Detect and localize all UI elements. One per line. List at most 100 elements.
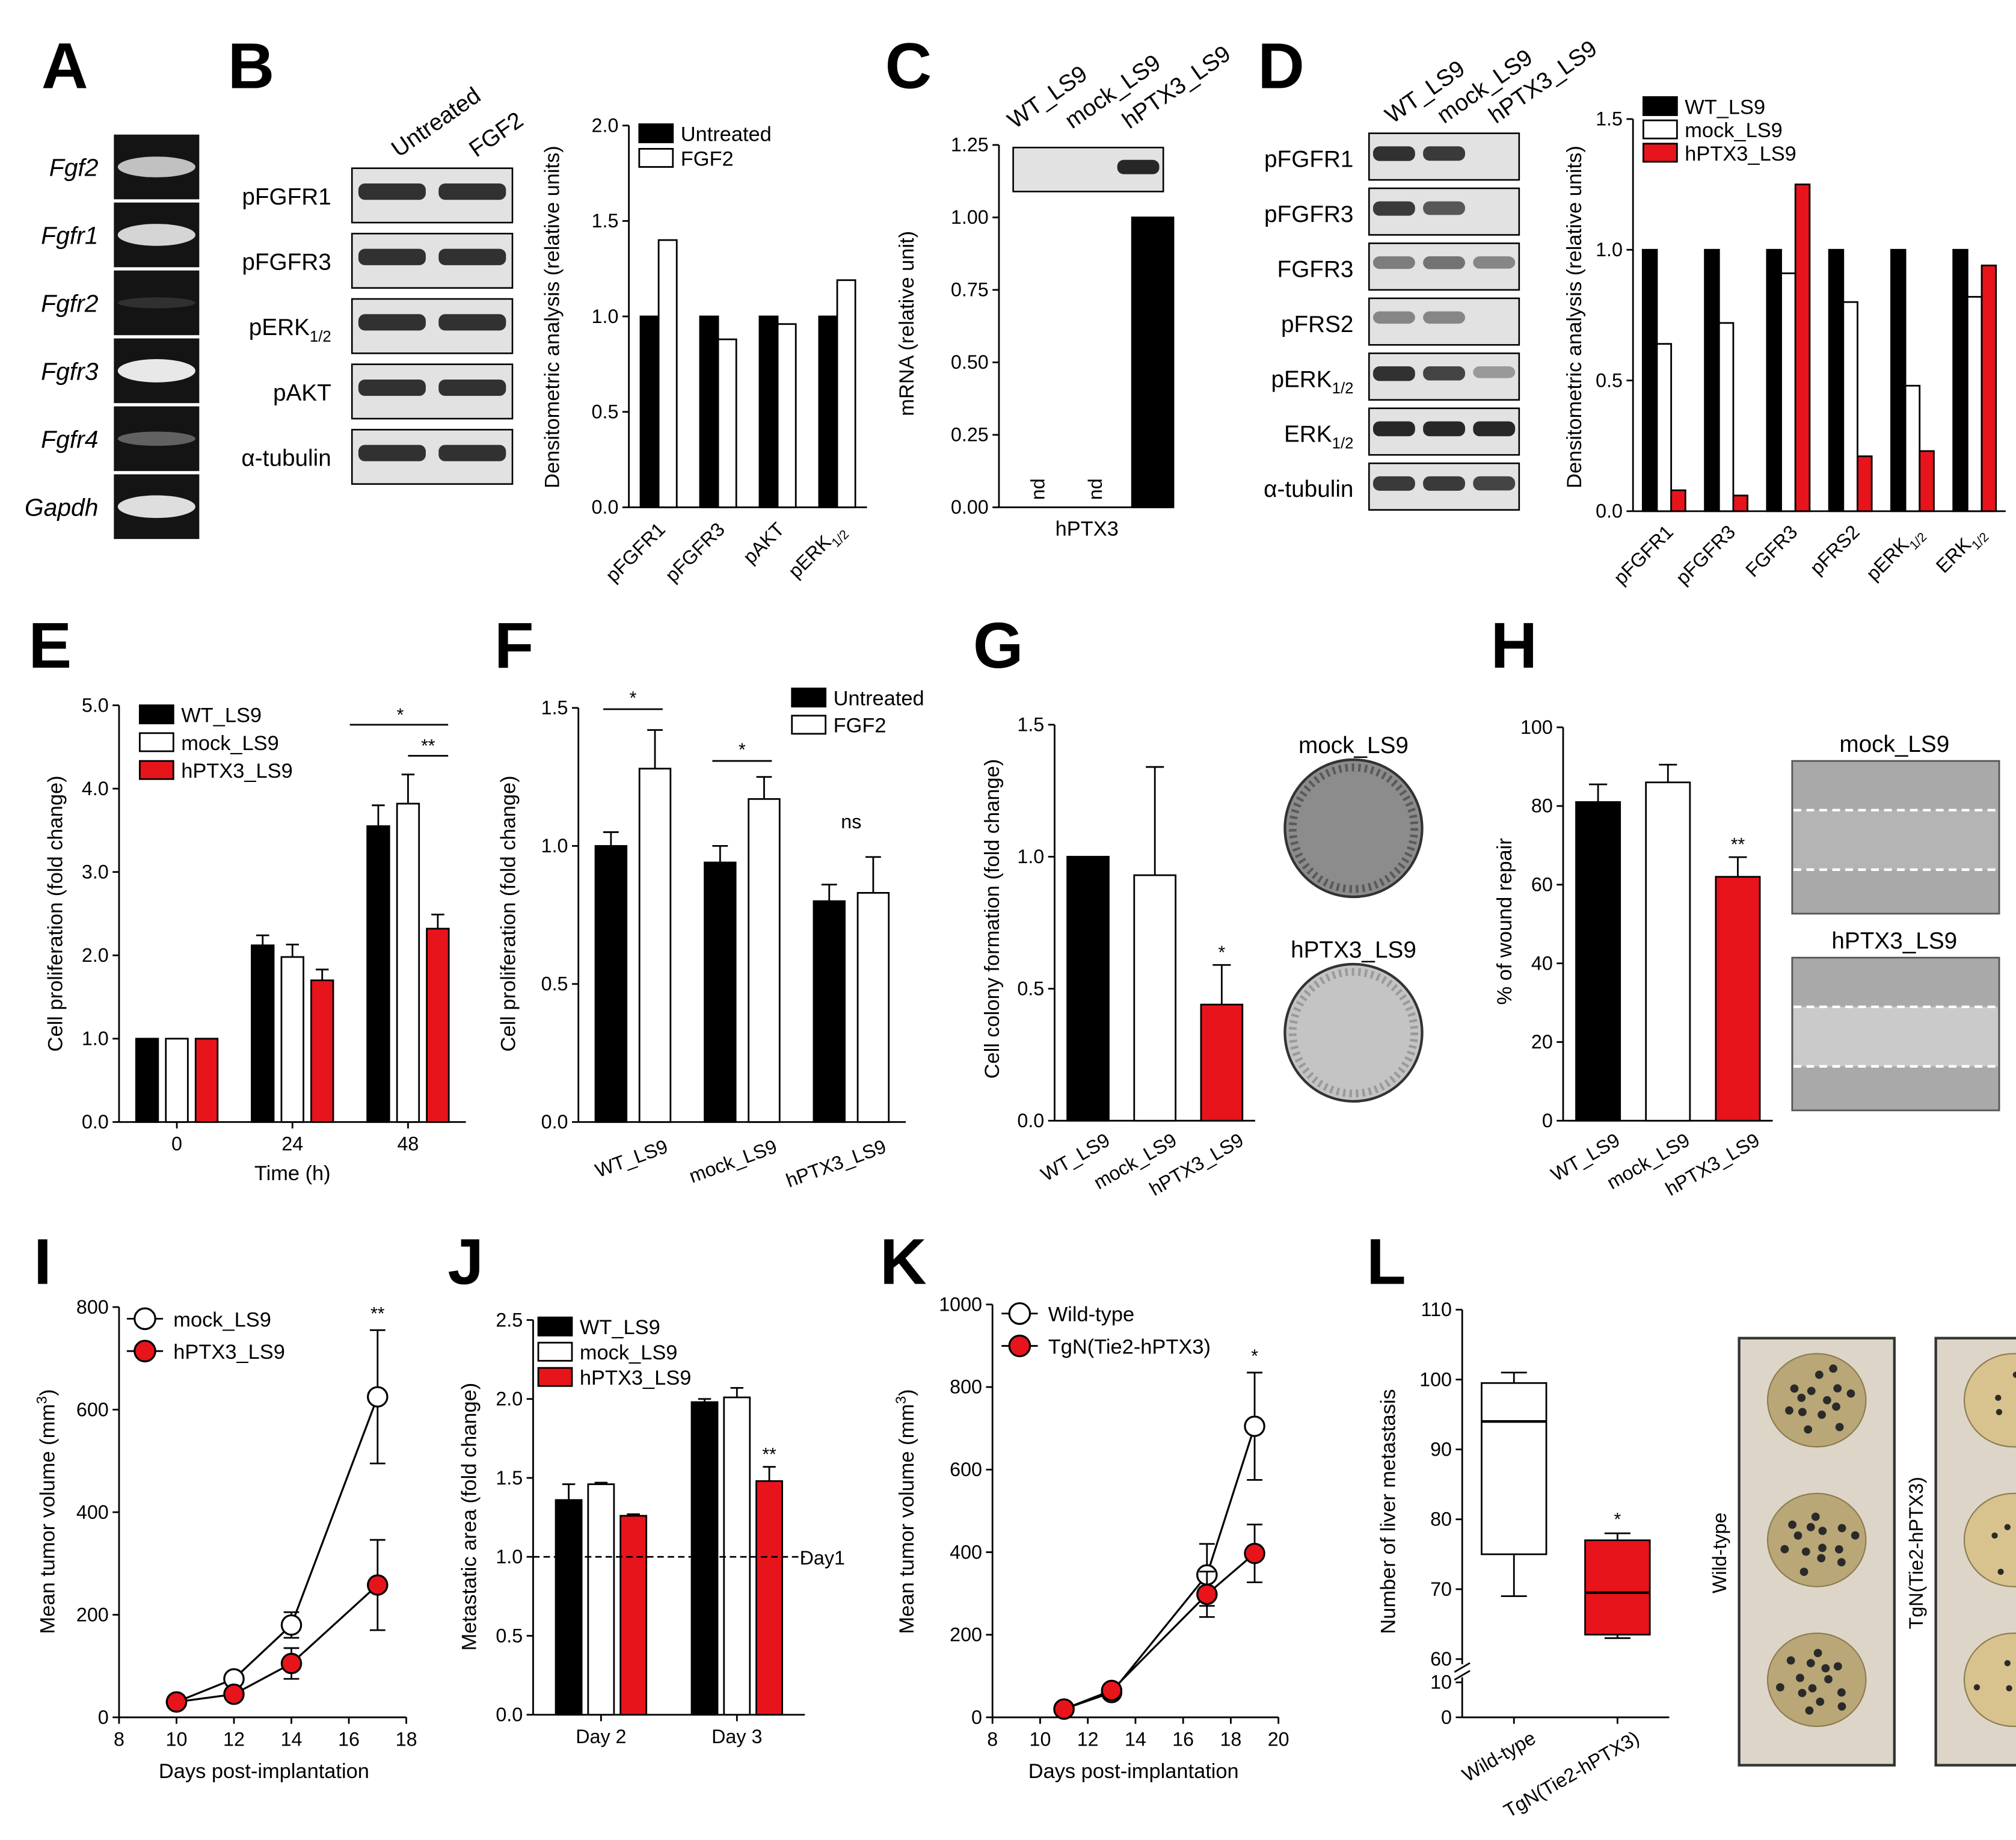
y-tick-label: 110 [1421, 1299, 1452, 1320]
metastasis-spot [2012, 1371, 2016, 1378]
panel-label-A: A [41, 29, 88, 102]
y-tick-label: 1.0 [82, 1028, 109, 1050]
bar [717, 338, 737, 508]
photo-label: TgN(Tie2-hPTX3) [1905, 1477, 1927, 1629]
y-tick-label: 2.0 [592, 114, 619, 136]
y-tick-label: 5.0 [82, 694, 109, 716]
x-tick-label: 0 [171, 1133, 182, 1155]
metastasis-spot [1837, 1702, 1846, 1711]
x-tick-label: 20 [1268, 1728, 1289, 1750]
y-tick-label: 0.25 [951, 424, 989, 446]
axis-break [1454, 1662, 1471, 1673]
subscript: 1/2 [1332, 380, 1354, 397]
y-tick-label: 100 [1520, 716, 1553, 738]
metastasis-spot [1837, 1688, 1846, 1697]
liver-lobe [1963, 1632, 2016, 1728]
bar [619, 1515, 648, 1716]
x-tick-label: pERK1/2 [1862, 521, 1929, 588]
data-point [1101, 1679, 1123, 1702]
blot-band [1372, 366, 1415, 381]
blot-band [438, 379, 506, 396]
metastasis-spot [1806, 1522, 1815, 1531]
y-tick-label: 0 [1441, 1706, 1452, 1728]
gene-label: Gapdh [25, 493, 99, 521]
blot-band [358, 183, 426, 200]
y-tick-label: 1.00 [951, 206, 989, 228]
y-tick-label: 1.0 [1017, 846, 1044, 867]
metastasis-spot [1808, 1684, 1817, 1693]
y-tick-label: 0.0 [541, 1111, 568, 1133]
bar [836, 279, 856, 508]
x-tick-label: 48 [397, 1133, 419, 1155]
bar [1732, 494, 1748, 512]
bar [587, 1483, 615, 1716]
blot-band [1372, 146, 1415, 161]
bar [1919, 450, 1935, 512]
blot-band [438, 248, 506, 265]
data-point [280, 1652, 303, 1675]
metastasis-spot [1788, 1520, 1796, 1529]
x-tick-label: 14 [281, 1728, 303, 1750]
significance-label: * [397, 705, 404, 725]
y-axis-title: Mean tumor volume (mm3) [34, 1389, 59, 1634]
x-tick-label: pFGFR1 [1609, 521, 1677, 589]
blot-band [1423, 146, 1466, 161]
superscript: 3 [894, 1396, 909, 1404]
legend-label: WT_LS9 [181, 704, 262, 727]
bar [366, 825, 390, 1123]
blot-band [358, 314, 426, 331]
blot-band [1473, 366, 1516, 378]
colony-plate-image [1283, 758, 1424, 899]
blot-band [1423, 311, 1466, 324]
bar [1641, 248, 1658, 512]
metastasis-spot [1798, 1408, 1807, 1417]
legend-label: mock_LS9 [181, 732, 279, 755]
legend-swatch [1643, 143, 1678, 163]
metastasis-spot [1818, 1527, 1827, 1536]
bar [310, 979, 334, 1123]
metastasis-spot [2006, 1685, 2012, 1691]
bar [1575, 801, 1621, 1122]
blot-row-label: pFGFR3 [242, 250, 331, 275]
y-tick-label: 1000 [939, 1293, 982, 1315]
x-tick-label: 12 [1077, 1728, 1099, 1750]
legend-swatch [1643, 119, 1678, 140]
bar [1766, 248, 1782, 512]
legend-swatch [791, 688, 827, 708]
y-tick-label: 0.00 [951, 496, 989, 518]
metastasis-spot [1815, 1370, 1824, 1379]
bar [758, 315, 779, 508]
legend-marker [134, 1340, 156, 1362]
subscript: 1/2 [829, 527, 852, 550]
x-tick-label: ERK1/2 [1932, 521, 1992, 581]
metastasis-spot [1807, 1386, 1816, 1395]
significance-label: * [1219, 943, 1226, 962]
x-tick-label: 10 [166, 1728, 188, 1750]
bar [194, 1038, 219, 1123]
metastasis-spot [1801, 1547, 1810, 1556]
axis-break [1454, 1670, 1471, 1681]
legend-label: hPTX3_LS9 [580, 1367, 692, 1389]
legend-marker [1008, 1334, 1031, 1358]
x-axis-title: Time (h) [254, 1162, 331, 1185]
blot-band [1473, 256, 1516, 269]
legend-label: Untreated [681, 123, 772, 146]
significance-label: * [1614, 1510, 1621, 1530]
blot-band [1423, 366, 1466, 381]
metastasis-spot [1818, 1411, 1826, 1419]
image-label: hPTX3_LS9 [1831, 928, 1957, 954]
metastasis-spot [1786, 1656, 1795, 1665]
x-tick-label: 16 [338, 1728, 360, 1750]
y-tick-label: 1.5 [541, 697, 568, 719]
liver-lobe [1766, 1353, 1867, 1448]
liver-lobe [1963, 1353, 2016, 1448]
panel-a: Fgf2 Fgfr1 Fgfr2 Fgfr3 Fgfr4 Gapdh [25, 134, 200, 540]
bar [1718, 322, 1735, 512]
significance-label: ns [841, 811, 861, 832]
y-tick-label: 1.0 [496, 1546, 523, 1568]
y-tick-label: 1.5 [496, 1467, 523, 1489]
metastasis-spot [1833, 1384, 1842, 1393]
legend-marker [1008, 1302, 1031, 1325]
blot-row-label: ERK1/2 [1284, 422, 1354, 452]
bar [1952, 248, 1968, 512]
